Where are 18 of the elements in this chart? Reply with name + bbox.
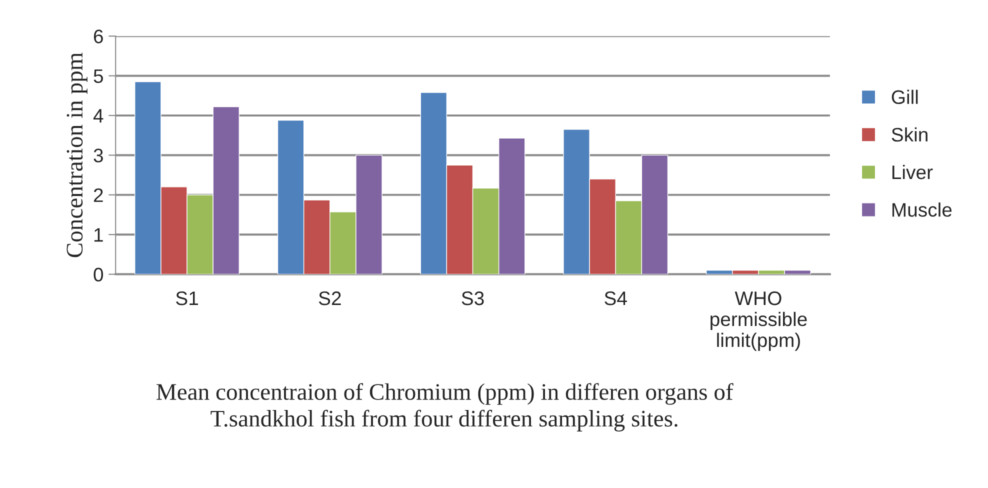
- y-tick-label: 2: [94, 188, 103, 202]
- x-tick-label: WHO permissible limit(ppm): [710, 291, 807, 351]
- legend-label: Skin: [892, 127, 928, 142]
- y-tick-label: 0: [94, 268, 104, 282]
- x-tick-label: S1: [176, 291, 198, 306]
- y-tick-label: 5: [94, 69, 103, 84]
- x-tick-label: S4: [604, 291, 627, 306]
- legend-label: Gill: [892, 90, 918, 104]
- y-axis-title: Concentration in ppm: [66, 52, 88, 258]
- y-tick-label: 1: [94, 228, 103, 242]
- y-tick-label: 4: [93, 109, 104, 123]
- text: Mean concentraion of Chromium (ppm) in differen organs of T.sandkhol fish from four differen sampling sites.: [156, 383, 734, 432]
- x-tick-label: S2: [318, 291, 341, 306]
- y-tick-label: 3: [94, 148, 103, 162]
- y-tick-label: 6: [94, 30, 103, 44]
- x-tick-label: S3: [462, 291, 484, 306]
- legend-label: Liver: [892, 164, 933, 180]
- legend-label: Muscle: [892, 202, 952, 217]
